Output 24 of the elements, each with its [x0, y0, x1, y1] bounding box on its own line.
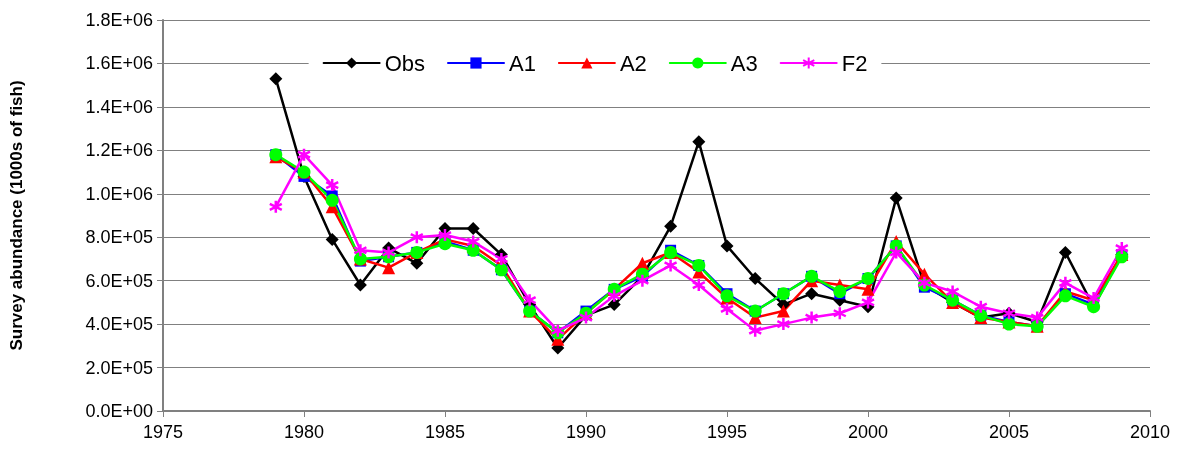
y-tick-label: 1.8E+06: [85, 10, 153, 30]
legend-label: Obs: [384, 50, 425, 76]
x-tick-label: 1980: [283, 422, 325, 442]
legend-label: A2: [619, 50, 647, 76]
x-tick-label: 1995: [706, 422, 748, 442]
legend-label: A1: [508, 50, 536, 76]
x-tick-label: 2005: [988, 422, 1030, 442]
x-tick-label: 2000: [847, 422, 889, 442]
legend-label: A3: [730, 50, 758, 76]
y-tick-label: 2.0E+05: [85, 357, 153, 378]
y-tick-label: 6.0E+05: [85, 270, 153, 291]
y-tick-label: 1.0E+06: [85, 183, 153, 204]
x-tick-label: 2010: [1129, 422, 1171, 442]
y-tick-label: 4.0E+05: [85, 314, 153, 335]
y-tick-label: 1.4E+06: [85, 96, 153, 117]
y-tick-label: 8.0E+05: [85, 227, 153, 248]
legend-label: F2: [841, 50, 868, 76]
x-tick-label: 1985: [424, 422, 466, 442]
x-tick-label: 1975: [142, 422, 184, 442]
y-axis-title: Survey abundance (1000s of fish): [7, 80, 26, 351]
y-tick-label: 0.0E+00: [85, 401, 153, 421]
y-tick-label: 1.6E+06: [85, 53, 153, 74]
y-tick-label: 1.2E+06: [85, 140, 153, 161]
x-tick-label: 1990: [565, 422, 607, 442]
